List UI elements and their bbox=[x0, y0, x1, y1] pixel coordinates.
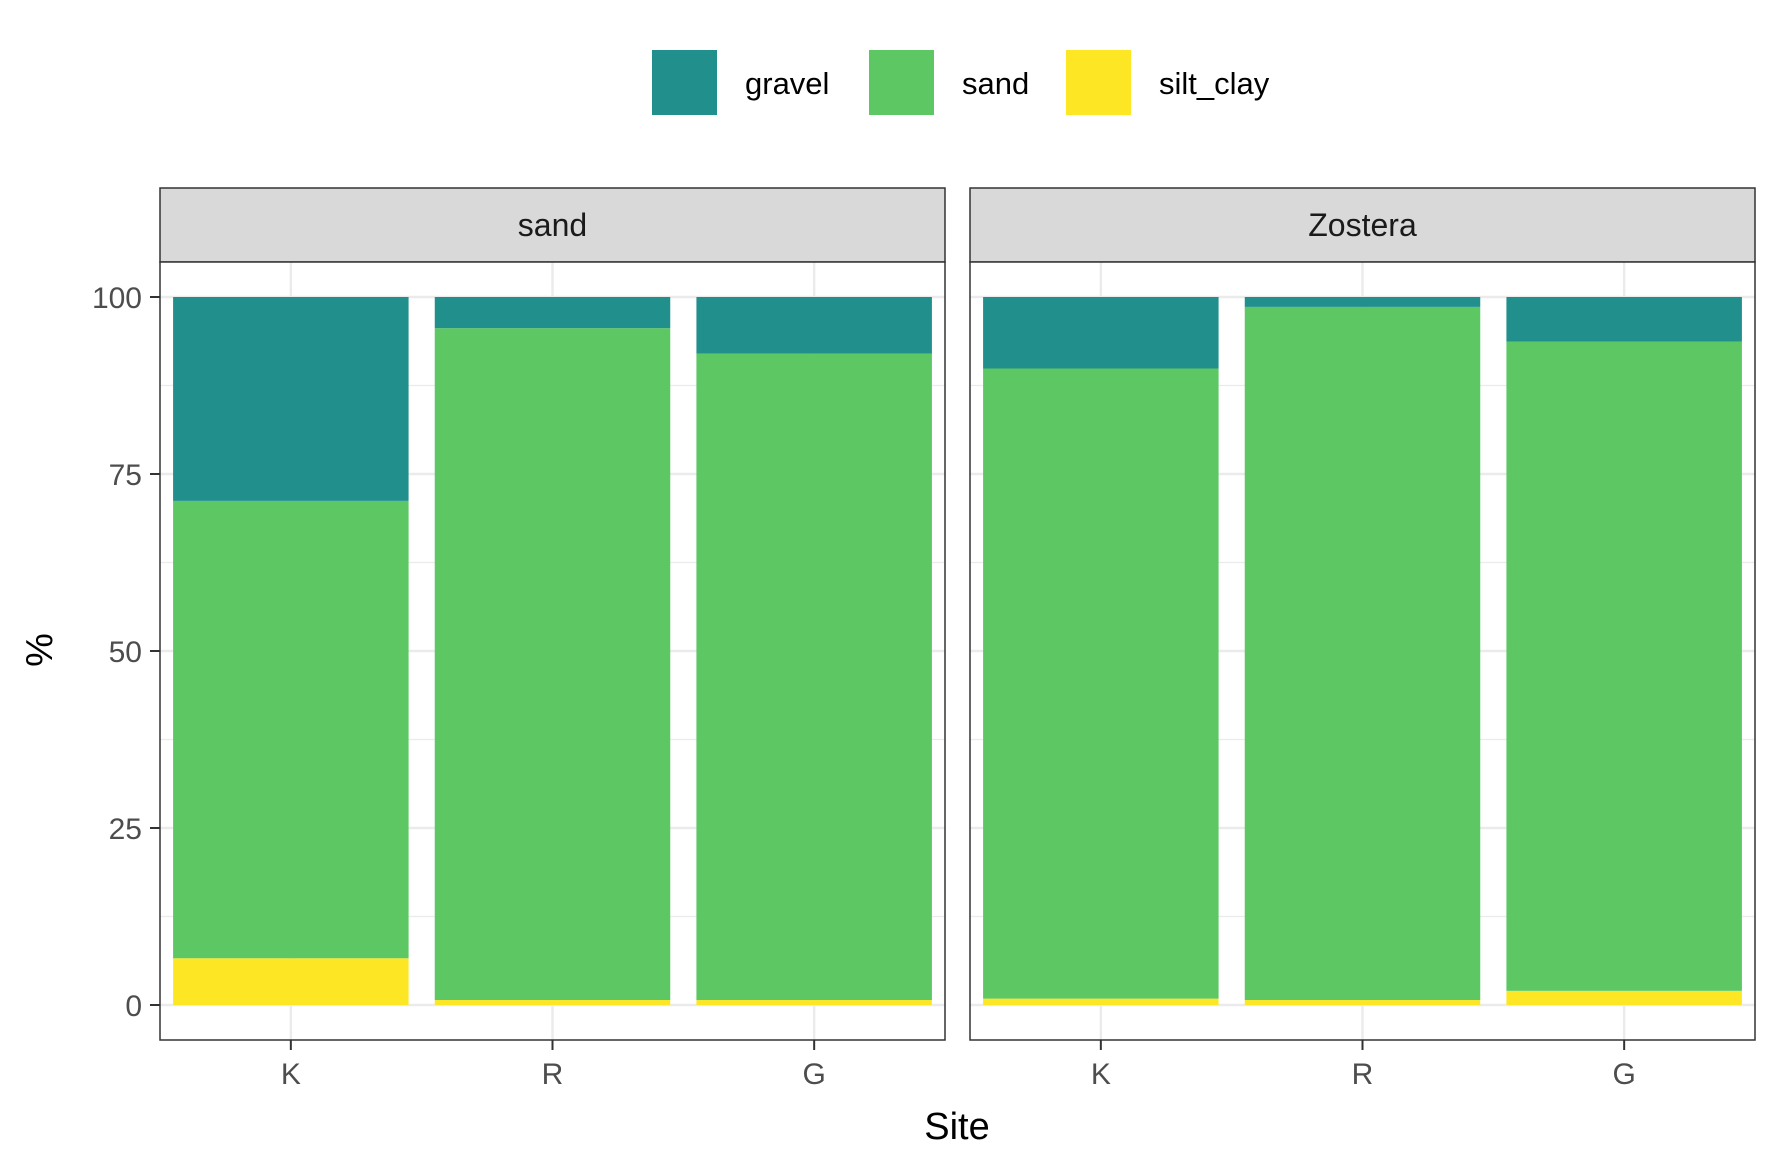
x-tick-label: R bbox=[1352, 1058, 1374, 1091]
bar-gravel-R bbox=[434, 297, 671, 329]
legend-key-gravel bbox=[652, 50, 717, 115]
bar-sand-R bbox=[434, 328, 671, 1001]
x-tick-label: K bbox=[281, 1058, 301, 1091]
bar-gravel-G bbox=[1506, 297, 1742, 342]
x-tick-label: K bbox=[1091, 1058, 1111, 1091]
x-axis-title: Site bbox=[924, 1106, 989, 1148]
y-tick-label: 25 bbox=[109, 813, 142, 846]
y-tick-label: 75 bbox=[109, 459, 142, 492]
facet-panel-sand: sand K R G bbox=[159, 187, 946, 1091]
bar-silt_clay-K bbox=[173, 958, 409, 1005]
facet-panel-zostera: Zostera K R G bbox=[969, 187, 1756, 1091]
legend-key-sand bbox=[869, 50, 934, 115]
facet-panels: sand K R G Zostera K R G bbox=[159, 187, 1756, 1091]
bar-sand-G bbox=[696, 353, 932, 1001]
legend: gravel sand silt_clay bbox=[652, 50, 1270, 115]
bar-sand-G bbox=[1506, 341, 1742, 991]
bar-sand-K bbox=[983, 368, 1219, 999]
y-axis: 0 25 50 75 100 bbox=[92, 282, 160, 1023]
bar-gravel-K bbox=[173, 297, 409, 501]
y-axis-title: % bbox=[19, 633, 61, 667]
bar-silt_clay-G bbox=[1506, 990, 1742, 1005]
facet-strip bbox=[969, 187, 1756, 263]
bar-silt_clay-G bbox=[696, 1000, 932, 1005]
y-tick-label: 50 bbox=[109, 636, 142, 669]
legend-label-sand: sand bbox=[962, 66, 1029, 101]
facet-strip-label: Zostera bbox=[1308, 207, 1417, 243]
bar-silt_clay-K bbox=[983, 998, 1219, 1005]
bar-gravel-G bbox=[696, 297, 932, 354]
y-tick-label: 0 bbox=[125, 990, 142, 1023]
bar-sand-K bbox=[173, 500, 409, 959]
bar-silt_clay-R bbox=[1244, 1000, 1481, 1005]
legend-key-silt_clay bbox=[1066, 50, 1131, 115]
y-tick-label: 100 bbox=[92, 282, 142, 315]
bar-gravel-K bbox=[983, 297, 1219, 369]
panel-border bbox=[969, 261, 1756, 1041]
bar-sand-R bbox=[1244, 306, 1481, 1001]
x-tick-label: G bbox=[802, 1058, 825, 1091]
facet-strip-label: sand bbox=[518, 207, 587, 243]
facet-strip bbox=[159, 187, 946, 263]
x-tick-label: R bbox=[542, 1058, 564, 1091]
x-tick-label: G bbox=[1612, 1058, 1635, 1091]
legend-label-silt_clay: silt_clay bbox=[1159, 66, 1270, 101]
bar-gravel-R bbox=[1244, 297, 1481, 307]
legend-label-gravel: gravel bbox=[745, 66, 829, 101]
bar-silt_clay-R bbox=[434, 1000, 671, 1005]
